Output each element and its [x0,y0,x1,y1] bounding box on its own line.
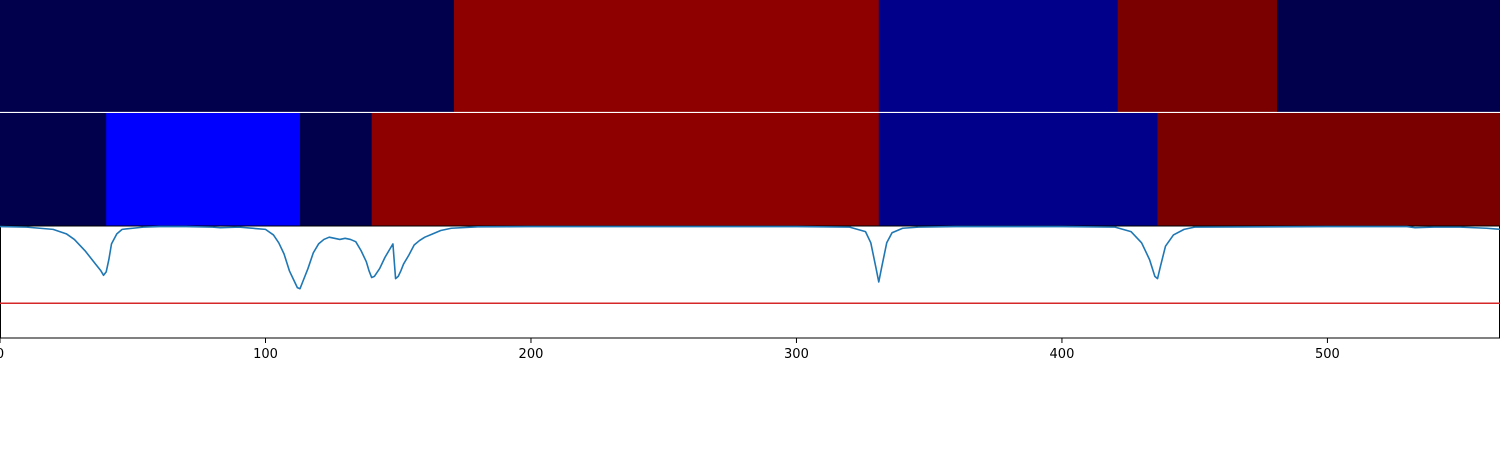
series-line-blue [0,225,1500,290]
heatmap-2-segment [878,113,1159,226]
heatmap-2-segment [300,113,373,226]
heatmap-2-segment [371,113,880,226]
x-axis: 0 100 200 300 400 500 [0,338,1340,362]
x-tick-label: 200 [519,347,544,362]
x-tick-label: 400 [1050,347,1075,362]
heatmap-2-segment [106,113,301,226]
x-tick-label: 100 [253,347,278,362]
heatmap-panel-1 [0,0,1500,112]
x-tick-label: 300 [784,347,809,362]
line-plot-axes-frame [0,225,1500,339]
x-tick-label: 500 [1315,347,1340,362]
line-plot-panel [0,225,1500,339]
line-series-group [0,225,1500,305]
heatmap-2-segment [0,113,107,226]
heatmap-1-segment [1117,0,1278,112]
heatmap-1-segment [1276,0,1500,112]
heatmap-2-segment [1157,113,1500,226]
heatmap-1-segment [0,0,455,112]
heatmap-panel-2 [0,113,1500,226]
heatmap-1-segment [878,0,1119,112]
heatmap-1-segment [453,0,880,112]
x-tick-label: 0 [0,347,4,362]
